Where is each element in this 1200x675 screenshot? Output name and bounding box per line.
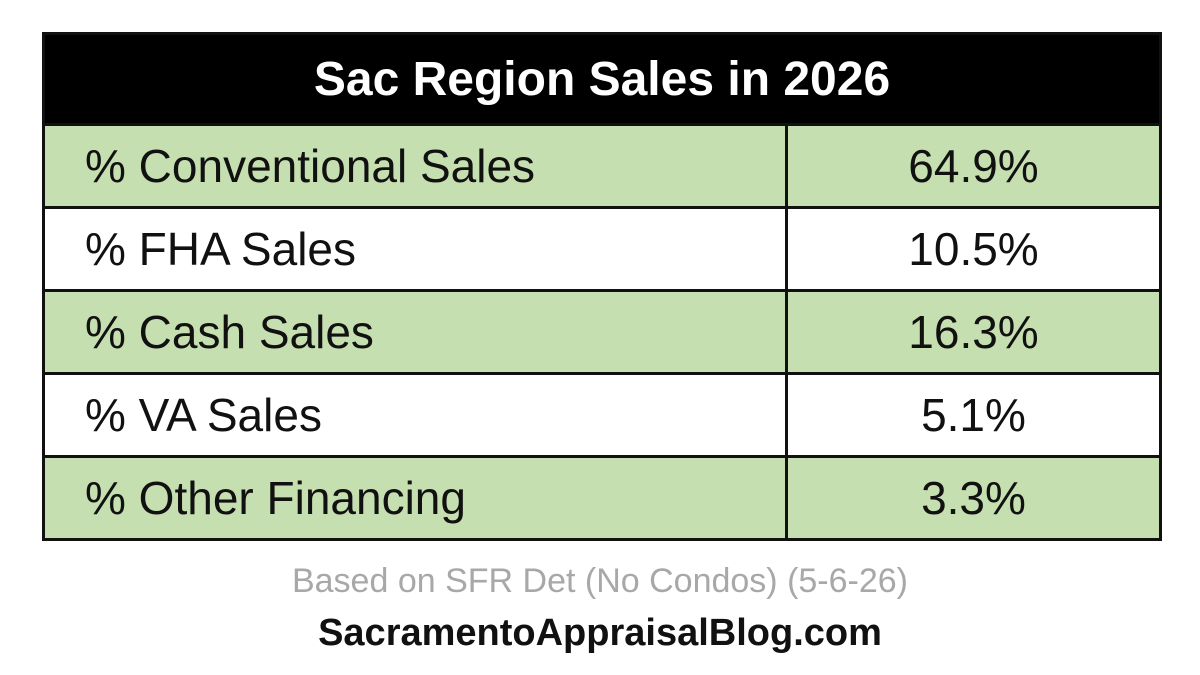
table-row: % Cash Sales 16.3% — [42, 289, 1162, 375]
row-label: % FHA Sales — [42, 206, 788, 292]
row-value: 10.5% — [785, 206, 1162, 292]
row-label: % VA Sales — [42, 372, 788, 458]
row-label: % Cash Sales — [42, 289, 788, 375]
row-value: 64.9% — [785, 123, 1162, 209]
source: SacramentoAppraisalBlog.com — [318, 612, 882, 654]
table-row: % Other Financing 3.3% — [42, 455, 1162, 541]
row-label: % Other Financing — [42, 455, 788, 541]
row-value: 3.3% — [785, 455, 1162, 541]
table-title: Sac Region Sales in 2026 — [43, 33, 1161, 125]
header-row: Sac Region Sales in 2026 — [43, 33, 1161, 125]
table-row: % Conventional Sales 64.9% — [42, 123, 1162, 209]
row-value: 16.3% — [785, 289, 1162, 375]
row-value: 5.1% — [785, 372, 1162, 458]
table-row: % VA Sales 5.1% — [42, 372, 1162, 458]
table-row: % FHA Sales 10.5% — [42, 206, 1162, 292]
table-body: % Conventional Sales 64.9%% FHA Sales 10.5… — [42, 123, 1162, 541]
row-label: % Conventional Sales — [42, 123, 788, 209]
footnote: Based on SFR Det (No Condos) (5-6-26) — [291, 562, 909, 600]
sales-table: Sac Region Sales in 2026 % Conventional … — [42, 32, 1162, 541]
